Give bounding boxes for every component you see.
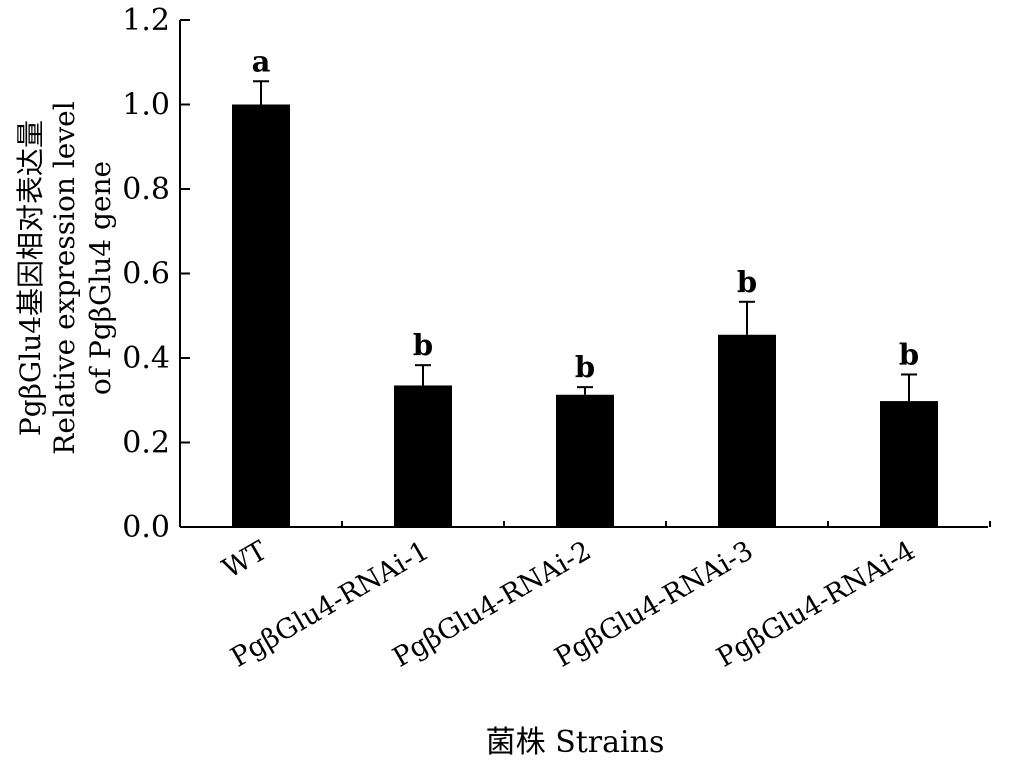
bars: a b b b b	[232, 44, 938, 527]
y-tick-label: 0.6	[122, 257, 170, 292]
y-tick-label: 0.8	[122, 172, 170, 207]
y-tick-label: 1.0	[122, 88, 170, 123]
bar	[232, 104, 290, 527]
y-axis-title-line: of PgβGlu4 gene	[84, 161, 117, 395]
significance-label: a	[252, 44, 271, 78]
category-labels: WTPgβGlu4-RNAi-1PgβGlu4-RNAi-2PgβGlu4-RN…	[217, 535, 920, 674]
significance-label: b	[413, 328, 433, 362]
y-tick-label: 0.0	[122, 510, 170, 545]
x-category-label: WT	[217, 535, 272, 585]
y-tick-label: 0.2	[122, 426, 170, 461]
y-tick-label: 0.4	[122, 341, 170, 376]
y-axis-title: PgβGlu4基因相对表达量 Relative expression level o…	[14, 101, 117, 454]
bar	[880, 401, 938, 527]
significance-label: b	[575, 350, 595, 384]
y-axis: 0.0 0.2 0.4 0.6 0.8 1.0 1.2	[122, 3, 190, 545]
x-axis-title: 菌株 Strains	[486, 725, 665, 760]
y-axis-title-line: Relative expression level	[48, 101, 81, 454]
bar	[394, 385, 452, 527]
significance-label: b	[737, 265, 757, 299]
y-tick-label: 1.2	[122, 3, 170, 38]
bar	[718, 334, 776, 527]
bar	[556, 394, 614, 527]
y-axis-title-line: PgβGlu4基因相对表达量	[14, 120, 47, 436]
significance-label: b	[899, 337, 919, 371]
